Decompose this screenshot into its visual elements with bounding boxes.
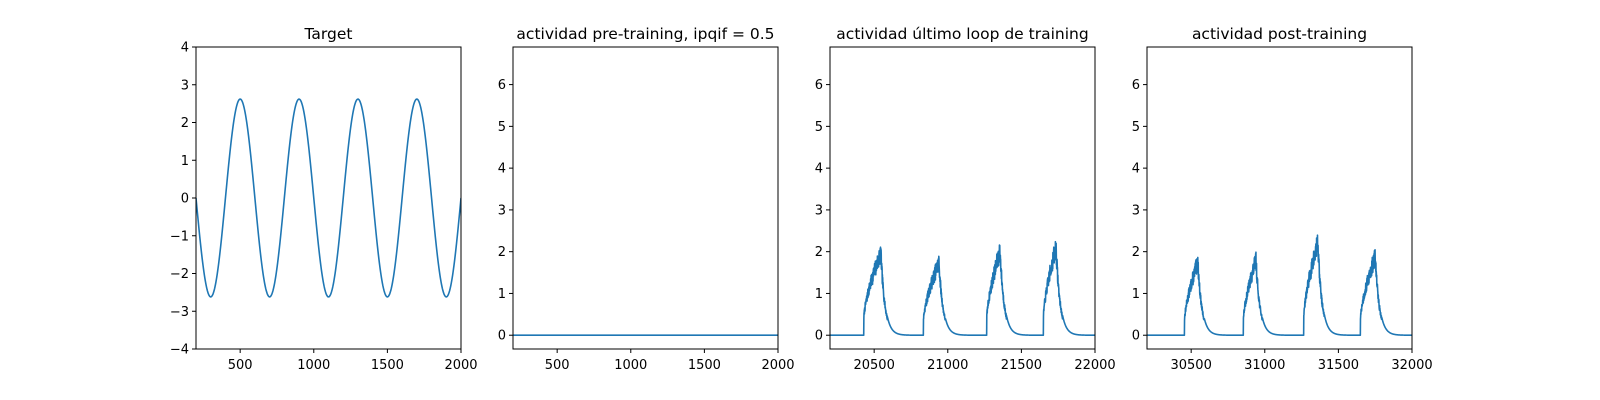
axis-ticks: 500 1000 1500 2000 0 1 2 3 4 5 6 xyxy=(498,78,795,373)
plot-area xyxy=(830,240,1095,337)
y-tick-label: 1 xyxy=(181,154,189,169)
y-tick-label: 2 xyxy=(815,245,823,260)
y-tick-label: −3 xyxy=(170,305,189,320)
y-tick-label: 3 xyxy=(498,203,506,218)
x-tick-label: 32000 xyxy=(1391,358,1432,373)
y-tick-label: 6 xyxy=(498,78,506,93)
series-line xyxy=(830,240,1095,337)
x-tick-label: 2000 xyxy=(444,358,477,373)
x-tick-label: 21500 xyxy=(1001,358,1042,373)
subplot-pre-training: actividad pre-training, ipqif = 0.5 500 1… xyxy=(498,25,795,373)
x-tick-label: 1000 xyxy=(297,358,330,373)
x-tick-label: 21000 xyxy=(927,358,968,373)
x-tick-label: 1000 xyxy=(614,358,647,373)
y-tick-label: 0 xyxy=(1132,329,1140,344)
axes-frame xyxy=(829,46,1096,350)
y-tick-label: −2 xyxy=(170,267,189,282)
subplot-title: Target xyxy=(304,25,353,43)
axes-frame xyxy=(195,46,462,350)
y-tick-label: −4 xyxy=(170,343,189,358)
y-tick-label: 0 xyxy=(498,329,506,344)
y-tick-label: 6 xyxy=(1132,78,1140,93)
y-tick-label: 3 xyxy=(815,203,823,218)
x-tick-label: 30500 xyxy=(1170,358,1211,373)
y-tick-label: 5 xyxy=(498,120,506,135)
subplot-title: actividad pre-training, ipqif = 0.5 xyxy=(516,25,774,43)
subplot-title: actividad post-training xyxy=(1192,25,1367,43)
axis-ticks: 20500 21000 21500 22000 0 1 2 3 4 5 6 xyxy=(815,78,1116,373)
y-tick-label: 1 xyxy=(1132,287,1140,302)
y-tick-label: 5 xyxy=(815,120,823,135)
plot-area xyxy=(1147,234,1412,337)
y-tick-label: 2 xyxy=(498,245,506,260)
y-tick-label: 3 xyxy=(1132,203,1140,218)
y-tick-label: 4 xyxy=(181,41,189,56)
y-tick-label: 4 xyxy=(498,162,506,177)
axes-frame xyxy=(1146,46,1413,350)
axis-ticks: 30500 31000 31500 32000 0 1 2 3 4 5 6 xyxy=(1132,78,1433,373)
y-tick-label: −1 xyxy=(170,229,189,244)
y-tick-label: 1 xyxy=(815,287,823,302)
subplot-title: actividad último loop de training xyxy=(836,25,1088,43)
axes-frame xyxy=(512,46,779,350)
y-tick-label: 1 xyxy=(498,287,506,302)
plot-area xyxy=(196,98,461,298)
y-tick-label: 5 xyxy=(1132,120,1140,135)
y-tick-label: 0 xyxy=(181,192,189,207)
y-tick-label: 4 xyxy=(815,162,823,177)
x-tick-label: 31000 xyxy=(1244,358,1285,373)
subplot-post-training: actividad post-training 30500 31000 31500 3… xyxy=(1132,25,1433,373)
x-tick-label: 1500 xyxy=(371,358,404,373)
x-tick-label: 500 xyxy=(545,358,570,373)
subplot-last-training-loop: actividad último loop de training 20500 2… xyxy=(815,25,1116,373)
y-tick-label: 6 xyxy=(815,78,823,93)
axis-ticks: 500 1000 1500 2000 −4 −3 −2 −1 0 1 2 3 4 xyxy=(170,41,478,374)
y-tick-label: 0 xyxy=(815,329,823,344)
x-tick-label: 1500 xyxy=(688,358,721,373)
series-line xyxy=(196,98,461,298)
y-tick-label: 4 xyxy=(1132,162,1140,177)
x-tick-label: 31500 xyxy=(1318,358,1359,373)
y-tick-label: 2 xyxy=(1132,245,1140,260)
series-line xyxy=(1147,234,1412,337)
x-tick-label: 22000 xyxy=(1074,358,1115,373)
x-tick-label: 2000 xyxy=(761,358,794,373)
x-tick-label: 20500 xyxy=(853,358,894,373)
x-tick-label: 500 xyxy=(228,358,253,373)
y-tick-label: 3 xyxy=(181,78,189,93)
subplot-target: Target 500 1000 1500 2000 −4 −3 −2 −1 0 1 2 3 4 xyxy=(170,25,478,373)
y-tick-label: 2 xyxy=(181,116,189,131)
